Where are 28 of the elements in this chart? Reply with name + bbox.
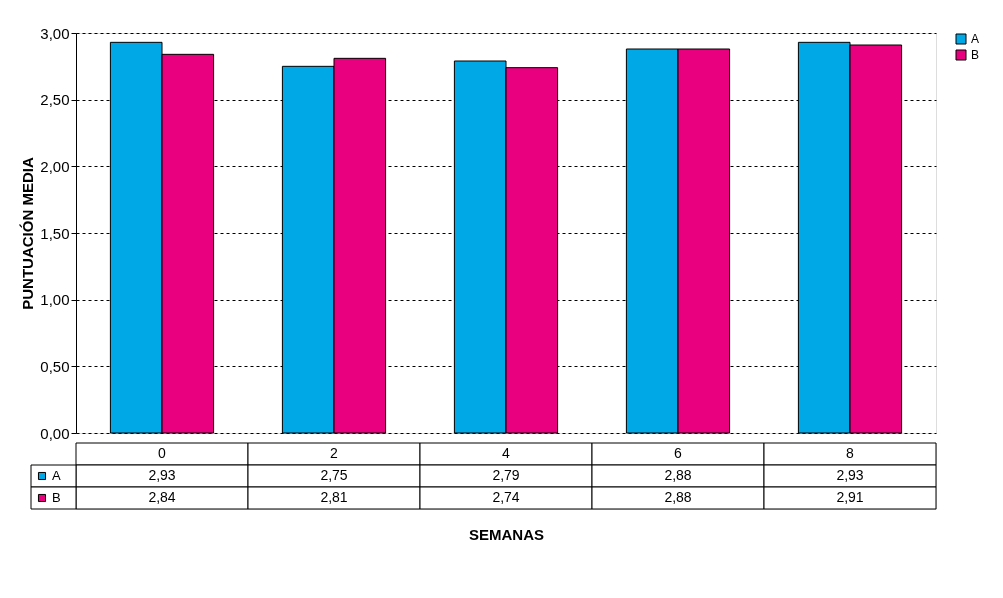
data-label: 2,75 xyxy=(320,467,348,483)
legend-label: B xyxy=(971,48,980,62)
y-tick-label: 0,50 xyxy=(40,357,70,375)
data-label: 2,93 xyxy=(148,467,176,483)
legend-label: A xyxy=(52,468,61,483)
data-label: 2,84 xyxy=(148,489,176,505)
x-tick-label: 8 xyxy=(846,445,855,461)
x-tick-label: 4 xyxy=(502,445,511,461)
text: A xyxy=(971,32,980,46)
y-tick-label: 2,00 xyxy=(40,157,70,175)
y-tick-label: 0,00 xyxy=(40,424,70,442)
y-tick-label: 3,00 xyxy=(40,24,70,42)
x-tick-label: 0 xyxy=(158,445,167,461)
data-label: 2,93 xyxy=(836,467,864,483)
text: B xyxy=(52,490,61,505)
y-axis-title: PUNTUACIÓN MEDIA xyxy=(19,157,37,310)
data-label: 2,91 xyxy=(836,489,864,505)
x-tick-label: 6 xyxy=(674,445,683,461)
y-tick-label: 1,00 xyxy=(40,291,70,309)
y-tick-label: 1,50 xyxy=(40,224,70,242)
data-label: 2,79 xyxy=(492,467,520,483)
x-tick-label: 2 xyxy=(330,445,339,461)
y-tick-label: 2,50 xyxy=(40,91,70,109)
data-label: 2,88 xyxy=(664,489,692,505)
data-label: 2,88 xyxy=(664,467,692,483)
data-label: 2,74 xyxy=(492,489,520,505)
x-axis-title: SEMANAS xyxy=(468,525,545,543)
data-label: 2,81 xyxy=(320,489,348,505)
